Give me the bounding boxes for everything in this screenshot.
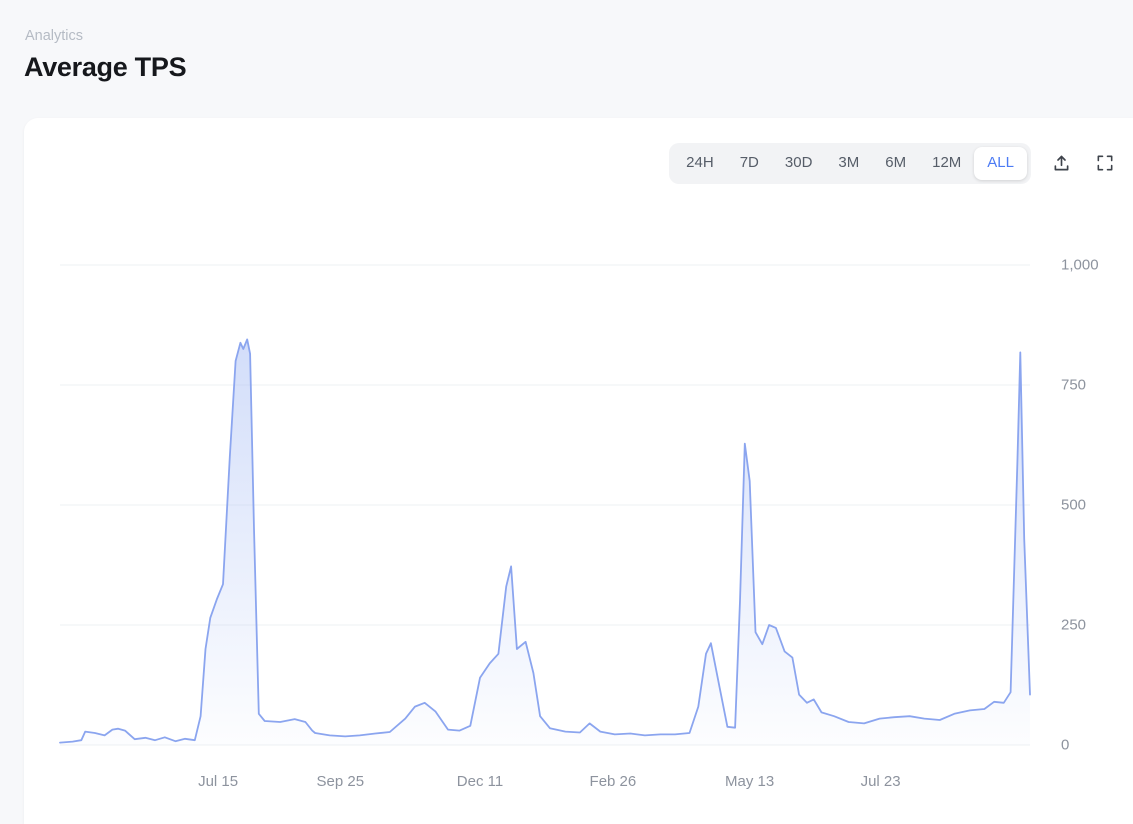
- x-axis-label: Jul 23: [860, 773, 901, 790]
- chart-card: 24H 7D 30D 3M 6M 12M ALL: [24, 118, 1133, 824]
- x-axis-label: Dec 11: [456, 773, 504, 790]
- tps-area-chart: [60, 265, 1030, 745]
- chart-toolbar: 24H 7D 30D 3M 6M 12M ALL: [669, 143, 1119, 184]
- x-axis-label: Feb 26: [589, 773, 637, 790]
- fullscreen-button[interactable]: [1091, 149, 1119, 177]
- range-24h-button[interactable]: 24H: [673, 147, 727, 180]
- x-axis-label: May 13: [725, 773, 775, 790]
- page-title: Average TPS: [24, 52, 187, 82]
- breadcrumb: Analytics: [25, 28, 84, 44]
- export-button[interactable]: [1047, 149, 1075, 177]
- line-series: [60, 339, 1030, 742]
- y-axis-label: 250: [1061, 616, 1087, 634]
- range-all-button[interactable]: ALL: [974, 147, 1027, 180]
- area-fill: [60, 339, 1030, 745]
- x-axis-label: Jul 15: [198, 773, 239, 790]
- range-30d-button[interactable]: 30D: [772, 147, 826, 180]
- fullscreen-icon: [1095, 153, 1115, 173]
- y-axis-label: 500: [1061, 496, 1087, 514]
- range-7d-button[interactable]: 7D: [727, 147, 772, 180]
- chart-canvas: [60, 265, 1030, 745]
- time-range-selector: 24H 7D 30D 3M 6M 12M ALL: [669, 143, 1031, 184]
- y-axis: 1,000 750 500 250 0: [1061, 257, 1133, 754]
- range-6m-button[interactable]: 6M: [872, 147, 919, 180]
- y-axis-label: 1,000: [1061, 256, 1099, 274]
- export-icon: [1051, 153, 1072, 174]
- y-axis-label: 0: [1061, 736, 1070, 754]
- y-axis-label: 750: [1061, 376, 1087, 394]
- range-3m-button[interactable]: 3M: [825, 147, 872, 180]
- range-12m-button[interactable]: 12M: [919, 147, 974, 180]
- x-axis: Jul 15 Sep 25 Dec 11 Feb 26 May 13 Jul 23: [60, 771, 1030, 793]
- x-axis-label: Sep 25: [316, 773, 365, 790]
